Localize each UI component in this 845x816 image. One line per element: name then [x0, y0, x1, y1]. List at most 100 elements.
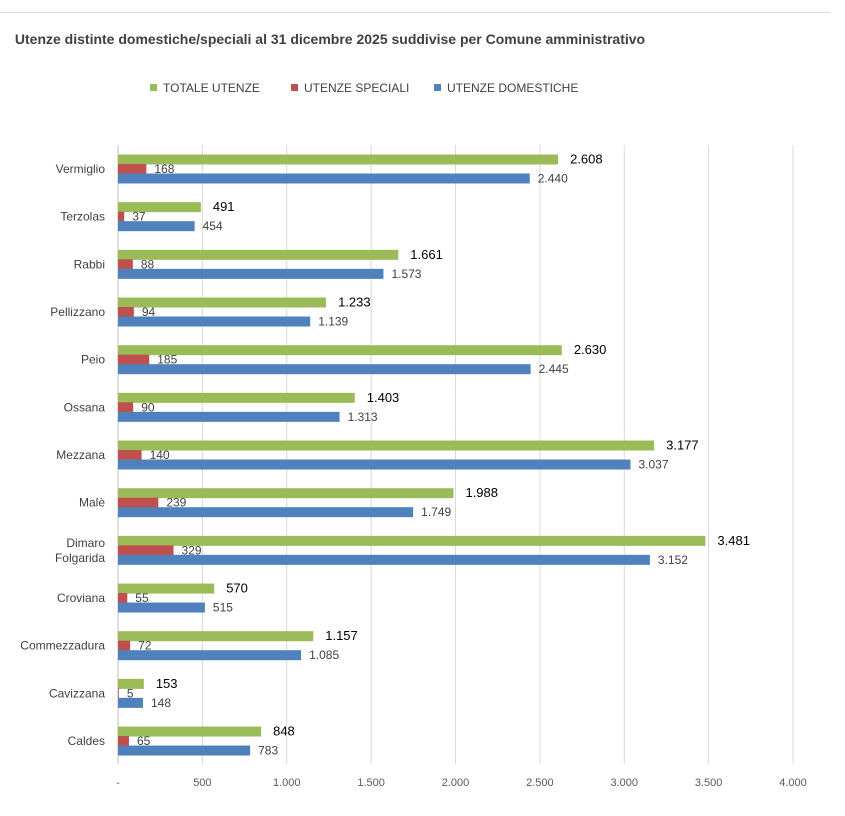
- bar-utenze-domestiche: [118, 268, 384, 279]
- bar-totale-utenze: [118, 440, 655, 451]
- bar-utenze-domestiche: [118, 507, 414, 518]
- category-label: Mezzana: [56, 448, 105, 462]
- data-label: 5: [127, 686, 134, 700]
- data-label: 570: [226, 581, 248, 596]
- legend-label-speciali: UTENZE SPECIALI: [304, 81, 410, 95]
- category-label: Peio: [81, 353, 105, 367]
- x-tick-label: 1.000: [273, 777, 301, 789]
- data-label: 65: [137, 734, 151, 748]
- x-tick-label: 1.500: [357, 777, 385, 789]
- bar-totale-utenze: [118, 202, 201, 213]
- x-tick-label: 3.500: [695, 777, 723, 789]
- bar-totale-utenze: [118, 535, 706, 546]
- bar-utenze-speciali: [118, 736, 129, 747]
- data-label: 239: [166, 496, 186, 510]
- data-label: 329: [182, 543, 202, 557]
- data-label: 148: [151, 696, 171, 710]
- bar-totale-utenze: [118, 249, 399, 260]
- category-label: Dimaro: [66, 536, 105, 550]
- data-label: 1.233: [338, 295, 371, 310]
- bar-utenze-domestiche: [118, 221, 195, 232]
- bar-utenze-speciali: [118, 402, 134, 413]
- category-label: Terzolas: [60, 210, 105, 224]
- legend-item-domestiche: UTENZE DOMESTICHE: [434, 80, 578, 96]
- bar-utenze-speciali: [118, 450, 142, 461]
- data-label: 1.085: [309, 648, 339, 662]
- data-label: 72: [138, 639, 152, 653]
- data-label: 1.157: [325, 628, 358, 643]
- bar-utenze-speciali: [118, 688, 119, 699]
- legend: TOTALE UTENZE UTENZE SPECIALI UTENZE DOM…: [0, 80, 845, 96]
- data-label: 185: [157, 353, 177, 367]
- data-label: 90: [141, 400, 155, 414]
- bar-utenze-domestiche: [118, 650, 302, 661]
- data-label: 140: [150, 448, 170, 462]
- category-label: Folgarida: [55, 551, 105, 565]
- data-label: 848: [273, 724, 295, 739]
- bar-utenze-domestiche: [118, 459, 631, 470]
- legend-item-totale: TOTALE UTENZE: [150, 80, 260, 96]
- x-tick-label: 500: [193, 777, 211, 789]
- bar-utenze-domestiche: [118, 745, 251, 756]
- bar-utenze-domestiche: [118, 602, 205, 613]
- bar-utenze-speciali: [118, 164, 147, 174]
- chart-title: Utenze distinte domestiche/speciali al 3…: [14, 31, 646, 47]
- legend-label-domestiche: UTENZE DOMESTICHE: [447, 81, 579, 95]
- data-label: 2.630: [574, 342, 607, 357]
- x-tick-label: 2.000: [442, 777, 470, 789]
- bar-totale-utenze: [118, 392, 355, 403]
- bar-utenze-speciali: [118, 354, 150, 365]
- bar-utenze-speciali: [118, 497, 159, 508]
- top-divider: [0, 12, 830, 13]
- data-label: 3.152: [658, 553, 688, 567]
- x-tick-label: 3.000: [610, 777, 638, 789]
- bar-totale-utenze: [118, 726, 262, 737]
- bar-totale-utenze: [118, 154, 559, 165]
- bar-totale-utenze: [118, 631, 314, 642]
- legend-item-speciali: UTENZE SPECIALI: [291, 80, 409, 96]
- data-label: 2.608: [570, 152, 603, 167]
- data-label: 515: [213, 601, 233, 615]
- bar-totale-utenze: [118, 345, 562, 356]
- bar-totale-utenze: [118, 488, 454, 499]
- data-label: 1.139: [318, 315, 348, 329]
- data-label: 1.313: [348, 410, 378, 424]
- data-label: 783: [258, 744, 278, 758]
- data-label: 2.445: [539, 362, 569, 376]
- bar-utenze-domestiche: [118, 554, 650, 565]
- bar-utenze-speciali: [118, 307, 134, 318]
- data-label: 3.037: [638, 458, 668, 472]
- data-label: 2.440: [538, 172, 568, 186]
- data-label: 1.403: [367, 390, 400, 405]
- bar-utenze-speciali: [118, 211, 125, 222]
- data-label: 88: [141, 257, 155, 271]
- data-label: 94: [142, 305, 156, 319]
- bar-utenze-speciali: [118, 545, 174, 556]
- legend-swatch-speciali: [291, 84, 298, 91]
- category-label: Rabbi: [74, 257, 105, 271]
- bar-totale-utenze: [118, 678, 144, 689]
- x-tick-label: -: [116, 777, 120, 789]
- category-label: Caldes: [68, 734, 105, 748]
- bar-utenze-speciali: [118, 640, 131, 651]
- data-label: 37: [132, 210, 146, 224]
- bar-utenze-domestiche: [118, 364, 531, 375]
- category-label: Cavizzana: [49, 686, 105, 700]
- data-label: 3.481: [717, 533, 750, 548]
- legend-swatch-totale: [150, 84, 157, 91]
- category-label: Ossana: [64, 400, 106, 414]
- x-tick-label: 2.500: [526, 777, 554, 789]
- data-label: 1.749: [421, 505, 451, 519]
- data-label: 153: [156, 676, 178, 691]
- bar-utenze-domestiche: [118, 316, 311, 327]
- category-label: Croviana: [57, 591, 105, 605]
- category-label: Commezzadura: [20, 639, 105, 653]
- data-label: 454: [203, 219, 223, 233]
- legend-label-totale: TOTALE UTENZE: [163, 81, 260, 95]
- data-label: 3.177: [666, 438, 699, 453]
- data-label: 1.661: [410, 247, 443, 262]
- category-label: Vermiglio: [56, 162, 106, 176]
- category-label: Pellizzano: [50, 305, 105, 319]
- bar-utenze-speciali: [118, 593, 128, 604]
